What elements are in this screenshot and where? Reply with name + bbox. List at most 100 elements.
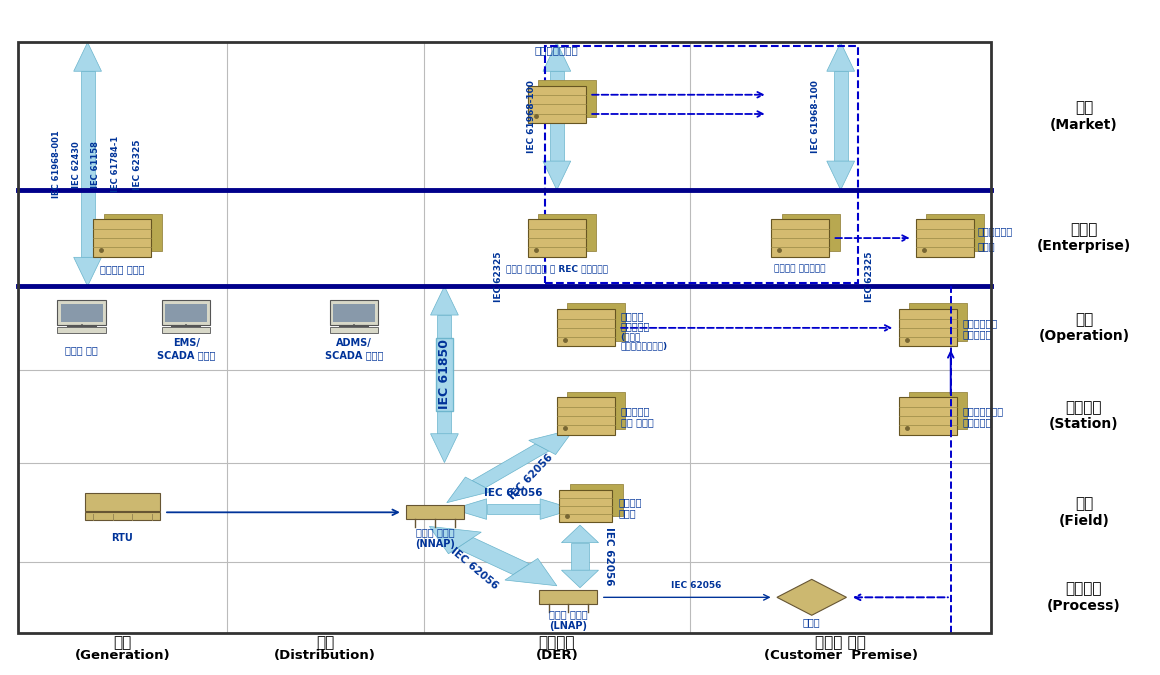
FancyBboxPatch shape [557, 309, 615, 346]
FancyBboxPatch shape [161, 300, 210, 325]
Text: IEC 61850: IEC 61850 [438, 340, 451, 410]
Text: 전단처리: 전단처리 [618, 497, 641, 507]
FancyBboxPatch shape [406, 506, 464, 519]
Text: EMS/
SCADA 시스템: EMS/ SCADA 시스템 [157, 338, 216, 360]
FancyBboxPatch shape [557, 398, 615, 435]
Text: 계량기: 계량기 [803, 617, 820, 626]
Text: 수집 시스템: 수집 시스템 [621, 418, 653, 427]
Text: IEC 61158: IEC 61158 [92, 141, 100, 188]
Text: 전력자원보유: 전력자원보유 [963, 318, 998, 328]
FancyBboxPatch shape [909, 392, 967, 429]
Text: 사업자: 사업자 [1071, 222, 1097, 237]
FancyBboxPatch shape [771, 219, 829, 256]
Polygon shape [543, 161, 571, 190]
Text: 전력거래시스템: 전력거래시스템 [535, 45, 579, 55]
FancyBboxPatch shape [567, 304, 625, 341]
Text: 소규모 전력중개 및 REC 거래시스템: 소규모 전력중개 및 REC 거래시스템 [506, 265, 608, 273]
FancyBboxPatch shape [333, 304, 375, 322]
Text: IEC 62430: IEC 62430 [72, 141, 80, 188]
Text: 배전: 배전 [316, 634, 334, 650]
Text: 프로세스: 프로세스 [1066, 581, 1102, 597]
Text: (예측형: (예측형 [621, 332, 640, 342]
Polygon shape [571, 543, 589, 570]
Text: 시스템: 시스템 [618, 508, 636, 518]
Text: 시스템: 시스템 [978, 241, 995, 250]
FancyBboxPatch shape [329, 300, 378, 325]
FancyBboxPatch shape [916, 219, 974, 256]
Text: IEC 61968-100: IEC 61968-100 [811, 80, 820, 153]
Text: 이웃망 접속점
(NNAP): 이웃망 접속점 (NNAP) [415, 527, 455, 549]
Text: IEC 62325: IEC 62325 [494, 251, 503, 302]
Text: 스테이션: 스테이션 [1066, 400, 1102, 415]
FancyBboxPatch shape [559, 490, 612, 522]
Text: RTU: RTU [111, 533, 133, 543]
FancyBboxPatch shape [538, 214, 596, 251]
Polygon shape [541, 499, 574, 519]
Text: IEC 61968-100: IEC 61968-100 [527, 80, 536, 153]
FancyBboxPatch shape [85, 493, 160, 511]
Text: IEC 62056: IEC 62056 [484, 488, 543, 498]
FancyBboxPatch shape [58, 327, 106, 333]
Text: IEC 62056: IEC 62056 [670, 581, 722, 590]
Text: 발전거래 시스템: 발전거래 시스템 [100, 264, 145, 274]
Text: (Station): (Station) [1049, 417, 1118, 431]
Text: (Market): (Market) [1050, 117, 1118, 132]
FancyBboxPatch shape [61, 304, 102, 322]
Text: 지역망 접속점
(LNAP): 지역망 접속점 (LNAP) [549, 609, 588, 630]
FancyBboxPatch shape [329, 327, 378, 333]
FancyBboxPatch shape [782, 214, 840, 251]
FancyBboxPatch shape [161, 327, 210, 333]
Text: 소비자 구내: 소비자 구내 [815, 634, 867, 650]
FancyBboxPatch shape [58, 300, 106, 325]
FancyBboxPatch shape [570, 484, 623, 516]
FancyBboxPatch shape [899, 309, 957, 346]
Polygon shape [486, 504, 541, 514]
Text: 계량데이터: 계량데이터 [621, 406, 650, 416]
Text: IEC 62325: IEC 62325 [133, 139, 142, 190]
Polygon shape [447, 477, 492, 503]
Text: 집합전력원시스템): 집합전력원시스템) [621, 342, 668, 350]
FancyBboxPatch shape [567, 392, 625, 429]
Text: IEC 62056: IEC 62056 [604, 527, 614, 586]
Polygon shape [74, 257, 101, 286]
Text: IEC 62325: IEC 62325 [865, 251, 875, 302]
Text: IEC 62056: IEC 62056 [449, 545, 500, 591]
FancyBboxPatch shape [165, 304, 206, 322]
Text: 연계시스템: 연계시스템 [963, 418, 992, 427]
FancyBboxPatch shape [85, 512, 160, 520]
Text: (Customer  Premise): (Customer Premise) [763, 649, 918, 662]
Polygon shape [429, 526, 481, 554]
Text: (Distribution): (Distribution) [274, 649, 376, 662]
Polygon shape [827, 43, 855, 72]
FancyBboxPatch shape [899, 398, 957, 435]
Text: 분산자원: 분산자원 [621, 311, 644, 321]
Polygon shape [430, 434, 458, 462]
Polygon shape [543, 43, 571, 72]
Text: 발전량 관리: 발전량 관리 [65, 346, 99, 355]
Polygon shape [430, 286, 458, 315]
Text: 발전: 발전 [114, 634, 131, 650]
Text: 고객자동입찰: 고객자동입찰 [978, 227, 1013, 237]
Text: (Operation): (Operation) [1038, 329, 1130, 343]
FancyBboxPatch shape [528, 219, 586, 256]
Text: IEC 61968-001: IEC 61968-001 [52, 130, 60, 198]
Text: ADMS/
SCADA 시스템: ADMS/ SCADA 시스템 [325, 338, 383, 360]
Text: 운영: 운영 [1075, 312, 1093, 327]
Text: 분산자원: 분산자원 [538, 634, 575, 650]
Text: 관리시스템: 관리시스템 [621, 321, 650, 331]
Text: (Field): (Field) [1059, 514, 1109, 528]
FancyBboxPatch shape [909, 304, 967, 341]
Text: (DER): (DER) [536, 649, 578, 662]
Polygon shape [472, 444, 549, 488]
FancyBboxPatch shape [94, 219, 151, 256]
Polygon shape [561, 570, 599, 588]
FancyBboxPatch shape [927, 214, 985, 251]
Text: (Process): (Process) [1047, 599, 1121, 613]
Text: (Enterprise): (Enterprise) [1037, 240, 1131, 253]
Polygon shape [457, 537, 530, 574]
Text: 필드: 필드 [1075, 497, 1093, 512]
Polygon shape [505, 558, 557, 586]
Text: (Generation): (Generation) [74, 649, 171, 662]
Polygon shape [777, 579, 847, 616]
FancyBboxPatch shape [437, 315, 451, 434]
